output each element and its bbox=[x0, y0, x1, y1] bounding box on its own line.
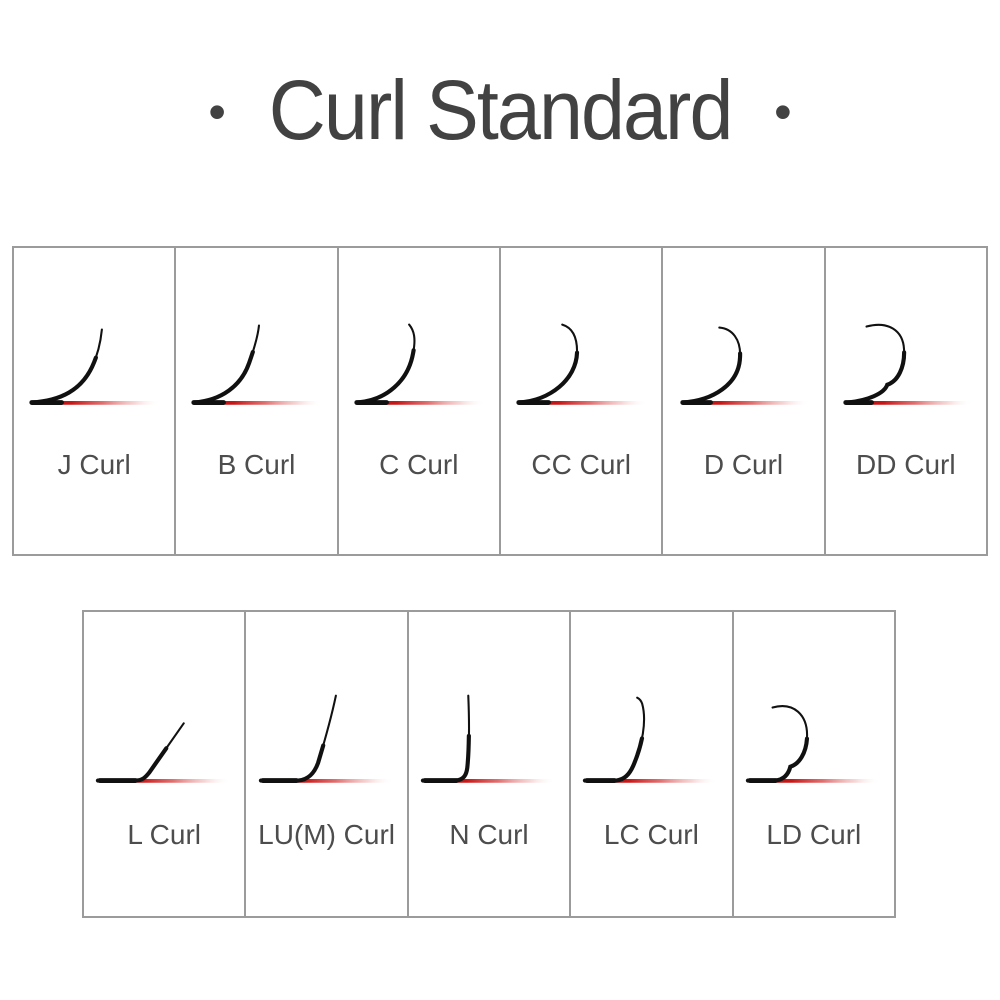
curl-card-c: C Curl bbox=[338, 248, 499, 554]
curl-row-1: J Curl B Curl C Curl CC Curl D Curl DD Curl bbox=[12, 246, 988, 556]
curl-card-lc: LC Curl bbox=[571, 612, 732, 916]
b-curl-lash-icon bbox=[191, 323, 323, 405]
lash-curve bbox=[517, 323, 579, 404]
d-curl-lash-icon bbox=[680, 325, 810, 405]
lash-curve-thick bbox=[420, 693, 471, 783]
lash-curve bbox=[193, 324, 261, 404]
j-curl-lash-icon bbox=[29, 327, 161, 405]
cc-curl-lash-icon bbox=[516, 322, 648, 405]
lash-strip-baseline bbox=[753, 778, 880, 783]
lash-curve-thick bbox=[681, 325, 743, 405]
curl-label: N Curl bbox=[449, 819, 529, 850]
lash-curve-thick bbox=[845, 322, 906, 405]
l-curl-lash-icon bbox=[96, 721, 231, 783]
curl-label: C Curl bbox=[379, 449, 459, 480]
curl-card-j: J Curl bbox=[14, 248, 175, 554]
curl-label: LC Curl bbox=[603, 819, 699, 850]
curl-card-b: B Curl bbox=[176, 248, 337, 554]
curl-card-d: D Curl bbox=[663, 248, 824, 554]
lc-curl-lash-icon bbox=[583, 695, 718, 783]
lash-strip-baseline bbox=[845, 400, 972, 405]
title-left-dot-icon: • bbox=[208, 84, 226, 140]
curl-label: LD Curl bbox=[766, 819, 862, 850]
lash-strip-baseline bbox=[683, 400, 810, 405]
lash-curve bbox=[584, 696, 646, 782]
curl-label: D Curl bbox=[703, 449, 784, 480]
page-title-text: Curl Standard bbox=[268, 62, 734, 157]
curl-card-l: L Curl bbox=[84, 612, 245, 916]
lash-curve bbox=[30, 328, 104, 404]
lash-curve-thick bbox=[745, 704, 809, 783]
lash-strip-baseline bbox=[358, 400, 485, 405]
curl-card-n: N Curl bbox=[408, 612, 570, 916]
lash-curve bbox=[421, 694, 470, 782]
lash-curve bbox=[746, 705, 808, 782]
curl-label: CC Curl bbox=[531, 449, 631, 480]
lash-curve-thick bbox=[516, 322, 580, 405]
lash-curve-thick bbox=[354, 322, 417, 405]
curl-label: J Curl bbox=[57, 449, 131, 480]
curl-label: DD Curl bbox=[856, 449, 956, 480]
lash-strip-baseline bbox=[33, 400, 161, 405]
lum-curl-lash-icon bbox=[258, 693, 393, 783]
c-curl-lash-icon bbox=[354, 322, 485, 405]
lash-curve bbox=[259, 694, 337, 782]
page-title: • Curl Standard • bbox=[0, 48, 1000, 172]
lash-curve-thick bbox=[583, 695, 647, 783]
lash-strip-baseline bbox=[196, 400, 323, 405]
curl-card-lum: LU(M) Curl bbox=[246, 612, 407, 916]
lash-curve bbox=[682, 326, 742, 404]
lash-strip-baseline bbox=[520, 400, 648, 405]
curl-card-cc: CC Curl bbox=[500, 248, 662, 554]
n-curl-lash-icon bbox=[420, 693, 556, 783]
title-right-dot-icon: • bbox=[774, 84, 792, 140]
dd-curl-lash-icon bbox=[843, 322, 972, 405]
curl-card-dd: DD Curl bbox=[825, 248, 986, 554]
lash-curve bbox=[97, 722, 185, 782]
lash-curve-thick bbox=[96, 721, 186, 783]
lash-curve bbox=[846, 323, 905, 404]
curl-label: B Curl bbox=[217, 449, 296, 480]
lash-curve bbox=[355, 323, 416, 404]
curl-label: L Curl bbox=[127, 819, 202, 850]
curl-chart: J Curl B Curl C Curl CC Curl D Curl DD Curl L … bbox=[0, 246, 1000, 918]
curl-label: LU(M) Curl bbox=[258, 819, 396, 850]
curl-row-2: L Curl LU(M) Curl N Curl LC Curl LD Curl bbox=[82, 610, 896, 918]
ld-curl-lash-icon bbox=[745, 704, 880, 783]
curl-card-ld: LD Curl bbox=[733, 612, 894, 916]
